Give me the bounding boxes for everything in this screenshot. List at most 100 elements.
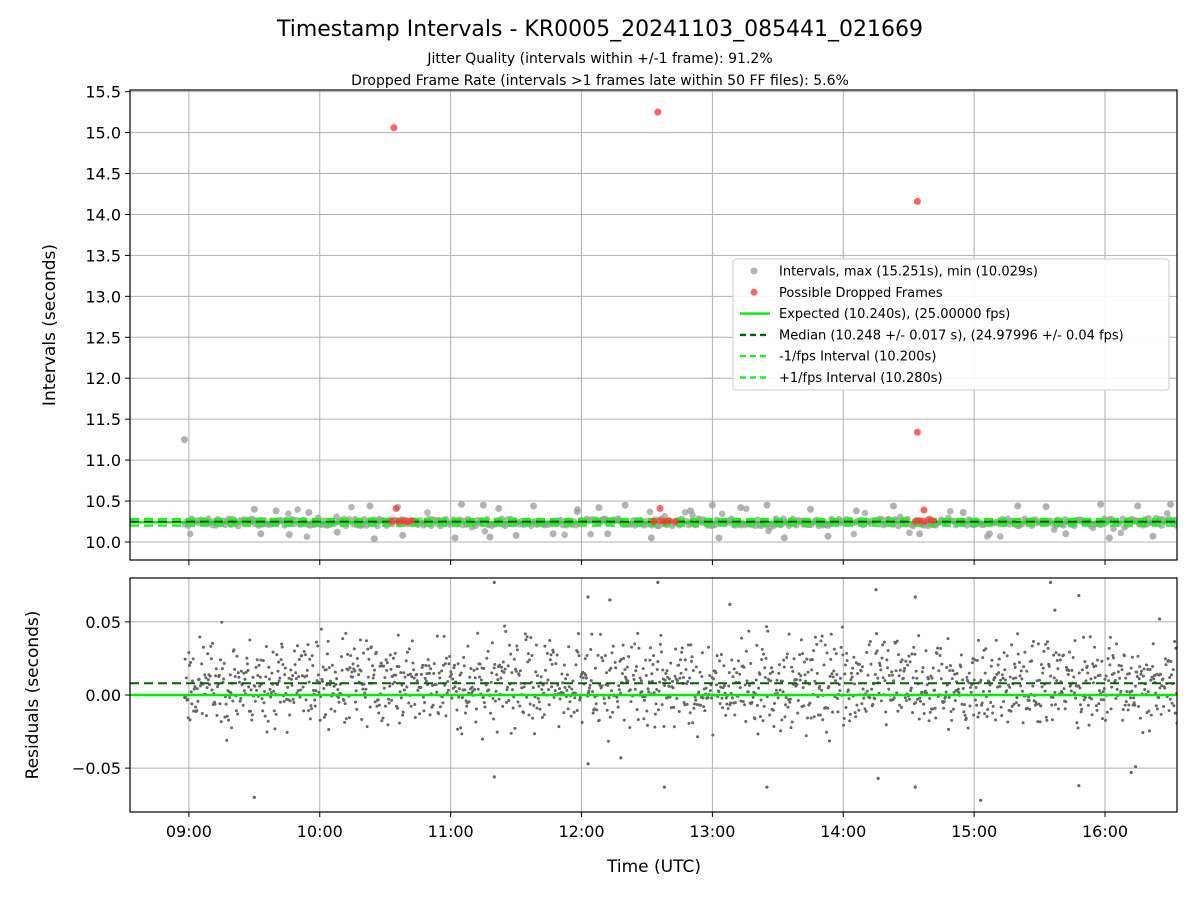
- residual-point: [688, 711, 692, 715]
- residual-point: [1113, 678, 1117, 682]
- residual-point: [1102, 687, 1106, 691]
- residual-point: [918, 699, 922, 703]
- residual-point: [578, 698, 582, 702]
- residual-point: [885, 658, 889, 662]
- residual-point: [1146, 667, 1150, 671]
- residual-point: [584, 673, 588, 677]
- residual-point: [529, 636, 533, 640]
- residual-point: [812, 649, 816, 653]
- residual-point: [861, 687, 865, 691]
- residual-point: [1017, 660, 1021, 664]
- residual-point: [1066, 673, 1070, 677]
- residual-point: [291, 697, 295, 701]
- residual-point: [622, 718, 626, 722]
- residual-point: [1154, 704, 1158, 708]
- residual-point: [1163, 686, 1167, 690]
- bottom-x-tick-label: 13:00: [689, 822, 735, 841]
- residual-point: [813, 679, 817, 683]
- residual-point: [820, 634, 824, 638]
- residual-point: [849, 671, 853, 675]
- residual-point: [656, 580, 660, 584]
- residual-point: [329, 679, 333, 683]
- legend-marker: [750, 267, 758, 275]
- residual-point: [917, 717, 921, 721]
- residual-point: [744, 719, 748, 723]
- residual-point: [317, 690, 321, 694]
- residual-point: [684, 667, 688, 671]
- residual-point: [1002, 699, 1006, 703]
- residual-point: [873, 697, 877, 701]
- residual-point: [690, 655, 694, 659]
- residual-point: [1173, 639, 1177, 643]
- interval-point: [852, 507, 860, 515]
- residual-point: [600, 656, 604, 660]
- residual-point: [245, 656, 249, 660]
- residual-point: [617, 684, 621, 688]
- residual-point: [973, 698, 977, 702]
- residual-point: [646, 687, 650, 691]
- residual-point: [1017, 703, 1021, 707]
- interval-point: [305, 509, 313, 517]
- residual-point: [290, 683, 294, 687]
- residual-point: [1005, 654, 1009, 658]
- residual-point: [512, 695, 516, 699]
- residual-point: [653, 712, 657, 716]
- residual-point: [280, 645, 284, 649]
- residual-point: [805, 657, 809, 661]
- residual-point: [808, 701, 812, 705]
- interval-point: [1110, 525, 1117, 533]
- residual-point: [204, 676, 208, 680]
- residual-point: [995, 685, 999, 689]
- residual-point: [1151, 665, 1155, 669]
- residual-point: [661, 668, 665, 672]
- residual-point: [275, 653, 279, 657]
- residual-point: [685, 702, 689, 706]
- residual-point: [487, 688, 491, 692]
- residual-point: [672, 705, 676, 709]
- residual-point: [796, 698, 800, 702]
- residual-point: [294, 671, 298, 675]
- residual-point: [228, 695, 232, 699]
- residual-point: [611, 710, 615, 714]
- residual-point: [1011, 676, 1015, 680]
- residual-point: [931, 666, 935, 670]
- residual-point: [1119, 664, 1123, 668]
- residual-point: [866, 673, 870, 677]
- residual-point: [594, 666, 598, 670]
- residual-point: [725, 702, 729, 706]
- residual-point: [953, 699, 957, 703]
- residual-point: [472, 668, 476, 672]
- residual-point: [1168, 697, 1172, 701]
- residual-point: [803, 673, 807, 677]
- residual-point: [1129, 666, 1133, 670]
- residual-point: [492, 666, 496, 670]
- residual-point: [1052, 676, 1056, 680]
- residual-point: [440, 669, 444, 673]
- residual-point: [313, 698, 317, 702]
- residual-point: [729, 701, 733, 705]
- residual-point: [535, 706, 539, 710]
- residual-point: [1069, 689, 1073, 693]
- residual-point: [802, 704, 806, 708]
- residual-point: [435, 634, 439, 638]
- residual-point: [782, 658, 786, 662]
- residual-point: [383, 676, 387, 680]
- residual-point: [910, 652, 914, 656]
- residual-point: [652, 691, 656, 695]
- residual-point: [644, 674, 648, 678]
- residual-point: [1162, 704, 1166, 708]
- residual-point: [354, 689, 358, 693]
- interval-point: [946, 507, 954, 515]
- residual-point: [694, 665, 698, 669]
- residual-point: [233, 667, 237, 671]
- residual-point: [401, 710, 405, 714]
- residual-point: [591, 711, 595, 715]
- residual-point: [878, 661, 882, 665]
- residual-point: [643, 695, 647, 699]
- interval-point: [424, 509, 431, 516]
- residual-point: [214, 674, 218, 678]
- residual-point: [1012, 702, 1016, 706]
- residual-point: [446, 688, 450, 692]
- residual-point: [915, 697, 919, 701]
- residual-point: [526, 660, 530, 664]
